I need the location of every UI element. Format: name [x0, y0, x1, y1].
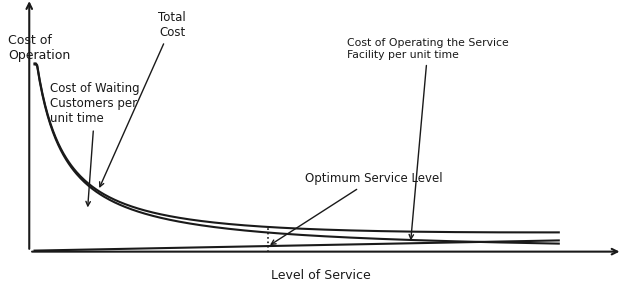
Text: Optimum Service Level: Optimum Service Level — [271, 172, 442, 244]
Text: Level of Service: Level of Service — [271, 269, 370, 282]
Text: Cost of
Operation: Cost of Operation — [8, 34, 71, 62]
Text: Cost of Operating the Service
Facility per unit time: Cost of Operating the Service Facility p… — [347, 38, 509, 239]
Text: Total
Cost: Total Cost — [99, 11, 186, 187]
Text: Cost of Waiting
Customers per
unit time: Cost of Waiting Customers per unit time — [51, 82, 140, 206]
